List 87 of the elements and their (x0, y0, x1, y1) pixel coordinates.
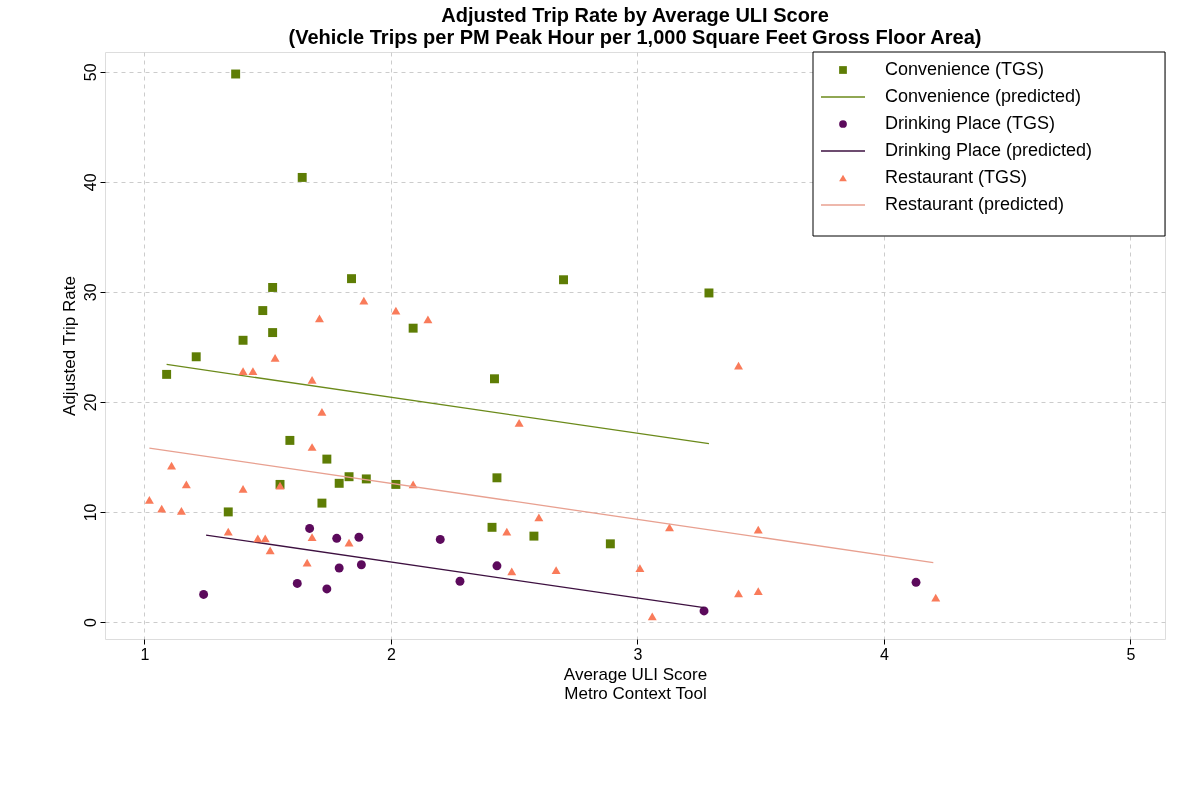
point (344, 538, 354, 547)
point (534, 513, 544, 522)
point (305, 523, 315, 533)
point (231, 69, 241, 79)
point (492, 561, 502, 571)
point (307, 376, 317, 384)
y-tick-label: 50 (81, 63, 99, 82)
point (162, 369, 172, 379)
point (258, 306, 268, 316)
point (238, 367, 248, 375)
point (359, 296, 369, 305)
x-tick-label: 2 (387, 645, 396, 663)
point (253, 534, 263, 543)
point (354, 532, 364, 542)
point (260, 534, 270, 543)
point (307, 533, 317, 542)
point (270, 354, 280, 362)
point (514, 418, 524, 427)
legend-label: Convenience (TGS) (885, 59, 1045, 79)
point (507, 567, 517, 576)
point (529, 531, 539, 541)
point (332, 533, 342, 543)
legend-label: Restaurant (TGS) (885, 167, 1028, 187)
legend-label: Convenience (predicted) (885, 86, 1082, 106)
point (492, 473, 502, 483)
point (292, 578, 302, 588)
point (268, 282, 278, 292)
point (285, 435, 295, 445)
point (753, 587, 763, 596)
point (268, 328, 278, 338)
point (317, 407, 327, 416)
chart-title: Adjusted Trip Rate by Average ULI Score (Vehicle Trips per PM Peak Hour per 1,000 Square Feet Gross Floor Area) (288, 3, 982, 48)
y-axis-title: Adjusted Trip Rate (59, 276, 79, 416)
point (734, 589, 744, 598)
point (223, 527, 233, 536)
point (317, 498, 327, 508)
point (699, 606, 709, 616)
x-axis-title: Average ULI Score Metro Context Tool (563, 664, 708, 703)
point (176, 506, 186, 515)
point (297, 172, 307, 182)
point (144, 495, 154, 504)
x-tick-label: 3 (633, 645, 643, 663)
point (334, 563, 344, 573)
point (490, 374, 499, 384)
point (322, 584, 332, 594)
point (334, 478, 344, 488)
point (455, 576, 465, 586)
x-tick-label: 1 (140, 645, 150, 663)
y-tick-label: 40 (81, 173, 99, 192)
y-tick-label: 30 (81, 283, 99, 302)
point (408, 323, 418, 333)
point (191, 352, 201, 362)
point (356, 560, 366, 570)
point (647, 612, 657, 621)
point (181, 480, 191, 489)
point (605, 539, 615, 549)
point (314, 314, 324, 323)
point (322, 454, 332, 464)
point (265, 546, 275, 555)
point (238, 484, 248, 493)
point (248, 367, 258, 375)
y-tick-label: 10 (81, 503, 99, 522)
point (435, 534, 445, 544)
point (302, 558, 312, 567)
point (347, 274, 356, 284)
x-tick-label: 4 (880, 645, 890, 663)
legend-label: Drinking Place (predicted) (885, 140, 1093, 160)
point (502, 527, 512, 536)
point (551, 566, 561, 575)
point (559, 275, 568, 285)
point (167, 461, 177, 470)
point (635, 564, 645, 572)
y-tick-label: 20 (81, 393, 99, 412)
point (931, 593, 941, 602)
x-tick-label: 5 (1126, 645, 1136, 663)
point (423, 315, 433, 324)
y-tick-label: 0 (81, 617, 99, 627)
point (665, 523, 674, 532)
legend-label: Restaurant (predicted) (885, 194, 1065, 214)
point (487, 522, 497, 532)
point (911, 577, 921, 587)
point (199, 589, 209, 599)
point (238, 335, 248, 345)
point (223, 507, 233, 517)
point (704, 288, 714, 298)
legend-label: Drinking Place (TGS) (885, 113, 1056, 133)
point (307, 443, 317, 451)
